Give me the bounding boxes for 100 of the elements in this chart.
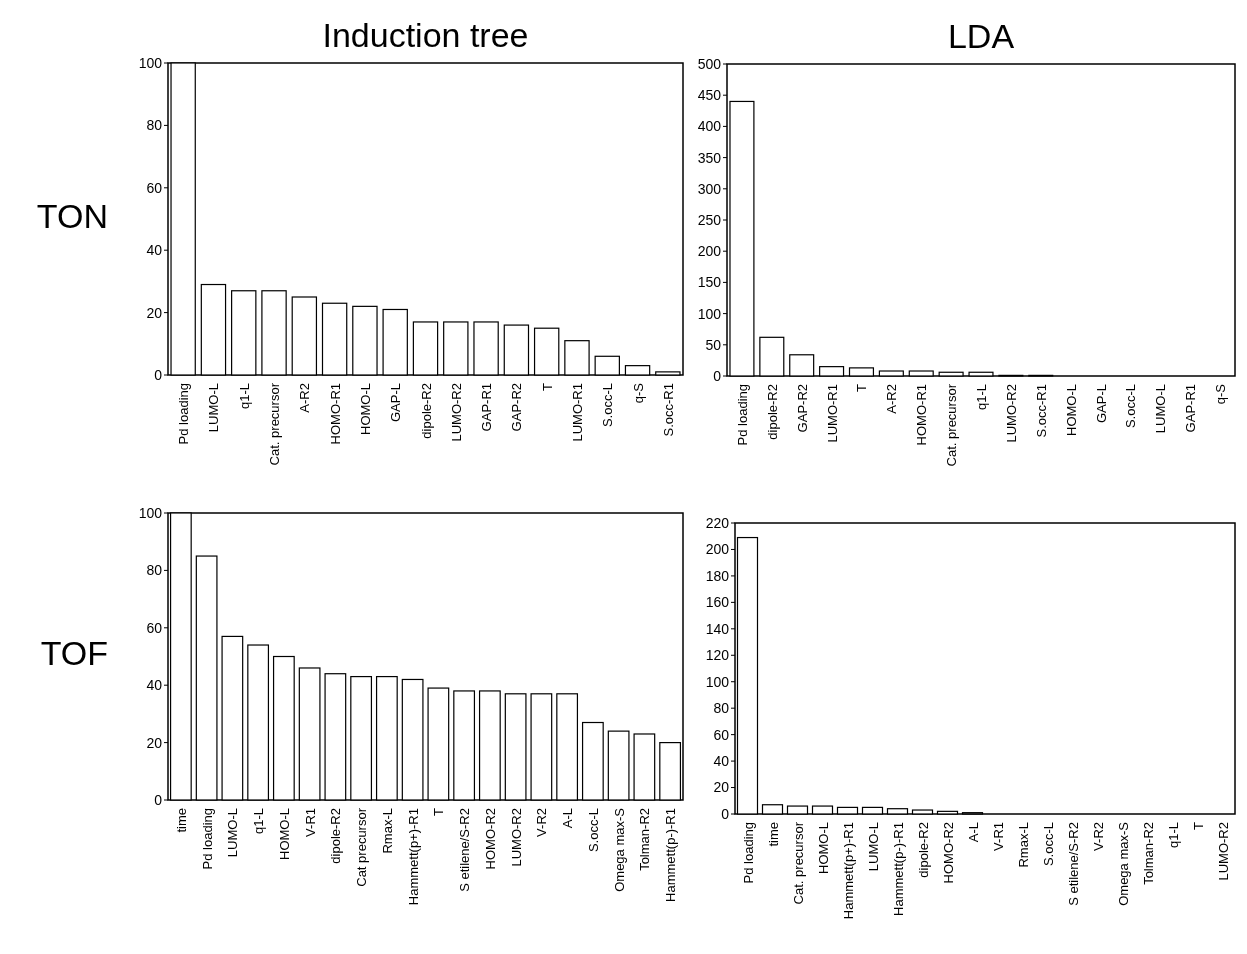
y-tick-label: 100 xyxy=(138,54,163,71)
x-tick-label: Tolman-R2 xyxy=(1140,822,1156,885)
x-tick-label: Hammett(p-)-R1 xyxy=(663,808,679,902)
x-tick-label: GAP-L xyxy=(388,383,404,423)
y-tick-label: 150 xyxy=(697,274,722,291)
x-tick-label: Cat. precursor xyxy=(944,383,960,467)
x-tick-label: A-R2 xyxy=(297,383,313,413)
x-tick-label: LUMO-R1 xyxy=(569,383,585,442)
x-tick-label: Omega max-S xyxy=(611,807,627,892)
x-tick-label: Pd loading xyxy=(176,383,192,445)
x-tick-label: q1-L xyxy=(974,384,989,411)
y-axis-title: TOF xyxy=(40,634,108,673)
y-tick-label: 400 xyxy=(697,118,722,135)
x-tick-label: q1-L xyxy=(251,808,267,835)
x-tick-label: GAP-R2 xyxy=(509,383,525,432)
x-tick-label: GAP-R1 xyxy=(1183,384,1199,433)
x-tick-label: S.occ-L xyxy=(585,808,601,853)
y-tick-label: 0 xyxy=(154,791,163,808)
y-tick-label: 20 xyxy=(713,779,730,796)
x-tick-label: S.occ-L xyxy=(1040,822,1056,867)
x-tick-label: time xyxy=(765,822,781,847)
x-tick-label: Cat. precursor xyxy=(267,382,283,466)
x-tick-label: LUMO-R2 xyxy=(448,383,464,442)
x-tick-label: q1-L xyxy=(1165,822,1181,849)
y-tick-label: 120 xyxy=(705,647,730,664)
y-tick-label: 80 xyxy=(146,117,163,134)
y-tick-label: 180 xyxy=(705,567,730,584)
x-tick-label: GAP-R2 xyxy=(794,384,810,433)
x-tick-label: Rmax-L xyxy=(379,808,395,854)
y-tick-label: 160 xyxy=(705,594,730,611)
x-tick-label: T xyxy=(854,383,870,392)
y-tick-label: 450 xyxy=(697,87,722,104)
x-tick-label: V-R2 xyxy=(534,808,550,837)
x-tick-label: LUMO-L xyxy=(865,822,881,872)
x-tick-label: Pd loading xyxy=(734,384,750,446)
x-tick-label: LUMO-R1 xyxy=(824,384,840,443)
y-tick-label: 100 xyxy=(138,504,163,521)
x-tick-label: LUMO-L xyxy=(225,808,241,858)
x-tick-label: LUMO-R2 xyxy=(508,808,524,867)
x-tick-label: HOMO-R1 xyxy=(327,383,343,445)
x-tick-label: Cat. precursor xyxy=(790,821,806,905)
y-tick-label: 60 xyxy=(146,619,163,636)
y-tick-label: 200 xyxy=(697,243,722,260)
y-tick-label: 220 xyxy=(705,514,730,531)
y-tick-label: 80 xyxy=(713,700,730,717)
y-tick-label: 0 xyxy=(713,367,722,384)
x-tick-label: HOMO-L xyxy=(1063,384,1079,436)
x-tick-label: T xyxy=(539,382,555,391)
x-tick-label: S etilene/S-R2 xyxy=(1065,822,1081,906)
x-tick-label: S.occ-R1 xyxy=(1033,384,1049,438)
x-tick-label: T xyxy=(431,807,447,816)
x-tick-label: HOMO-L xyxy=(276,808,292,860)
y-tick-label: 40 xyxy=(146,242,163,259)
x-tick-label: A-R2 xyxy=(884,384,900,414)
x-tick-label: HOMO-R1 xyxy=(914,384,930,446)
y-tick-label: 0 xyxy=(721,805,730,822)
x-tick-label: HOMO-L xyxy=(357,383,373,435)
y-tick-label: 60 xyxy=(713,726,730,743)
x-tick-label: Omega max-S xyxy=(1115,821,1131,906)
y-tick-label: 60 xyxy=(146,179,163,196)
x-tick-label: V-R2 xyxy=(1090,822,1106,851)
y-tick-label: 140 xyxy=(705,620,730,637)
x-tick-label: dipole-R2 xyxy=(418,383,434,439)
y-tick-label: 20 xyxy=(146,734,163,751)
y-tick-label: 80 xyxy=(146,562,163,579)
x-tick-label: A-L xyxy=(965,822,981,843)
x-tick-label: GAP-L xyxy=(1093,384,1109,424)
x-tick-label: S.occ-L xyxy=(600,383,616,428)
y-tick-label: 100 xyxy=(697,305,722,322)
x-tick-label: A-L xyxy=(560,808,576,829)
x-tick-label: time xyxy=(173,808,189,833)
x-tick-label: GAP-R1 xyxy=(479,383,495,432)
x-tick-label: Tolman-R2 xyxy=(637,808,653,871)
x-tick-label: Pd loading xyxy=(740,822,756,884)
x-tick-label: dipole-R2 xyxy=(764,384,780,440)
x-tick-label: q1-L xyxy=(236,383,252,410)
x-tick-label: q-S xyxy=(1213,383,1229,405)
y-tick-label: 40 xyxy=(713,752,730,769)
y-tick-label: 350 xyxy=(697,149,722,166)
x-tick-label: HOMO-L xyxy=(815,822,831,874)
x-tick-label: V-R1 xyxy=(302,808,318,837)
x-tick-label: Hammett(p-)-R1 xyxy=(890,822,906,916)
y-tick-label: 50 xyxy=(705,336,722,353)
y-tick-label: 500 xyxy=(697,55,722,72)
x-tick-label: q-S xyxy=(630,382,646,404)
y-tick-label: 0 xyxy=(154,366,163,383)
x-tick-label: Rmax-L xyxy=(1015,822,1031,868)
x-tick-label: Pd loading xyxy=(199,808,215,870)
y-tick-label: 300 xyxy=(697,180,722,197)
x-tick-label: dipole-R2 xyxy=(328,808,344,864)
y-tick-label: 40 xyxy=(146,677,163,694)
x-tick-label: LUMO-R2 xyxy=(1003,384,1019,443)
y-axis-title: TON xyxy=(36,196,108,235)
x-tick-label: Cat precursor xyxy=(354,807,370,887)
chart-title: Induction tree xyxy=(322,16,529,54)
x-tick-label: V-R1 xyxy=(990,822,1006,851)
x-tick-label: HOMO-R2 xyxy=(482,808,498,870)
y-tick-label: 200 xyxy=(705,541,730,558)
x-tick-label: HOMO-R2 xyxy=(940,822,956,884)
x-tick-label: LUMO-L xyxy=(1153,384,1169,434)
